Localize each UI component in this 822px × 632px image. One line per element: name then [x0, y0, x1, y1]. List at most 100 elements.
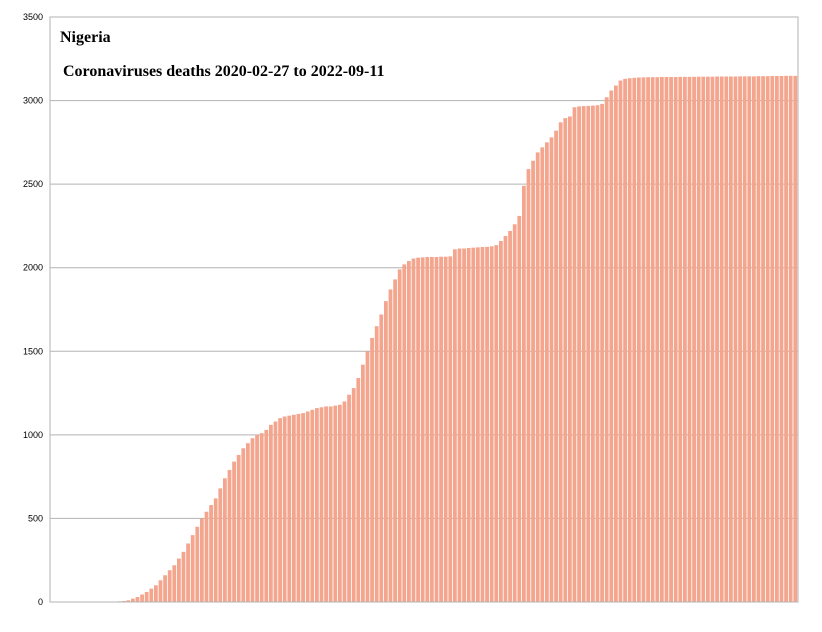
bar: [457, 248, 462, 603]
bar: [627, 78, 632, 603]
bar: [545, 142, 549, 603]
bar: [600, 103, 604, 602]
bar: [411, 258, 416, 602]
bar: [673, 77, 678, 602]
y-tick-label: 2000: [23, 263, 43, 273]
bar: [301, 413, 305, 602]
bar: [549, 137, 554, 602]
bar: [462, 248, 466, 603]
bar: [609, 90, 614, 602]
bar: [485, 246, 489, 602]
bar: [715, 76, 719, 602]
bar: [503, 235, 508, 602]
bar: [710, 76, 715, 603]
bar: [393, 279, 397, 602]
bar: [388, 289, 393, 602]
bar: [752, 76, 756, 603]
bar: [140, 594, 144, 602]
bar: [246, 443, 250, 602]
bar: [420, 257, 425, 602]
bar: [384, 301, 388, 602]
bar: [351, 388, 356, 602]
y-tick-label: 0: [38, 597, 43, 607]
bar: [324, 406, 328, 602]
bar: [255, 434, 259, 602]
bar: [494, 245, 499, 602]
bar: [204, 511, 209, 602]
bar: [144, 591, 149, 602]
bar: [195, 526, 200, 602]
bar: [397, 269, 402, 602]
bar: [696, 76, 701, 603]
bar: [568, 116, 572, 602]
bar: [765, 76, 770, 603]
bar: [296, 413, 301, 602]
bar: [632, 77, 637, 603]
bar: [466, 247, 471, 603]
bar: [604, 97, 609, 602]
y-tick-label: 2500: [23, 179, 43, 189]
bar: [586, 105, 591, 603]
bar: [158, 580, 163, 602]
bar: [374, 326, 379, 602]
bar: [719, 76, 724, 602]
bar: [236, 454, 241, 602]
bar: [650, 77, 655, 603]
bar: [664, 77, 669, 602]
bar: [517, 215, 522, 602]
bar: [614, 85, 618, 602]
bar: [531, 160, 535, 603]
bar: [747, 76, 752, 603]
bar: [131, 598, 135, 602]
y-tick-label: 1500: [23, 346, 43, 356]
bar: [641, 77, 646, 603]
bar: [775, 76, 779, 602]
bar: [190, 535, 195, 602]
bar: [264, 429, 269, 602]
bar: [476, 247, 480, 602]
bar: [430, 257, 434, 602]
bar: [218, 488, 223, 602]
bar: [402, 264, 407, 602]
bar: [356, 378, 361, 602]
bar: [646, 77, 650, 603]
bar: [572, 107, 577, 602]
bar: [793, 75, 798, 602]
bar: [655, 77, 660, 603]
bar: [365, 351, 370, 602]
bar: [540, 147, 545, 602]
bar: [213, 498, 218, 602]
bar: [135, 596, 140, 602]
bar: [361, 364, 365, 602]
bar: [706, 76, 710, 603]
bar: [788, 75, 793, 602]
y-axis-ticks: 0 500 1000 1500 2000 2500 3000 3500: [23, 12, 43, 607]
bar: [729, 76, 733, 602]
bar: [724, 76, 729, 602]
bar: [232, 461, 236, 602]
bar: [416, 257, 420, 602]
bar: [448, 256, 453, 602]
bar: [669, 77, 673, 602]
bar: [581, 106, 586, 602]
bar: [342, 401, 347, 602]
bar: [761, 76, 765, 603]
bar: [379, 314, 384, 602]
bar: [591, 105, 595, 602]
bar: [770, 76, 775, 602]
bar: [489, 246, 494, 602]
bar: [439, 256, 443, 602]
bar: [269, 424, 273, 602]
bar: [623, 78, 627, 603]
bar: [554, 130, 558, 602]
bar: [250, 438, 255, 602]
bar: [595, 105, 600, 602]
bar: [526, 169, 531, 602]
bar: [370, 337, 374, 602]
bar: [508, 230, 512, 602]
bar: [328, 406, 333, 602]
bar: [278, 418, 282, 602]
bar: [259, 433, 264, 602]
bar: [756, 76, 761, 603]
bar: [333, 405, 338, 602]
